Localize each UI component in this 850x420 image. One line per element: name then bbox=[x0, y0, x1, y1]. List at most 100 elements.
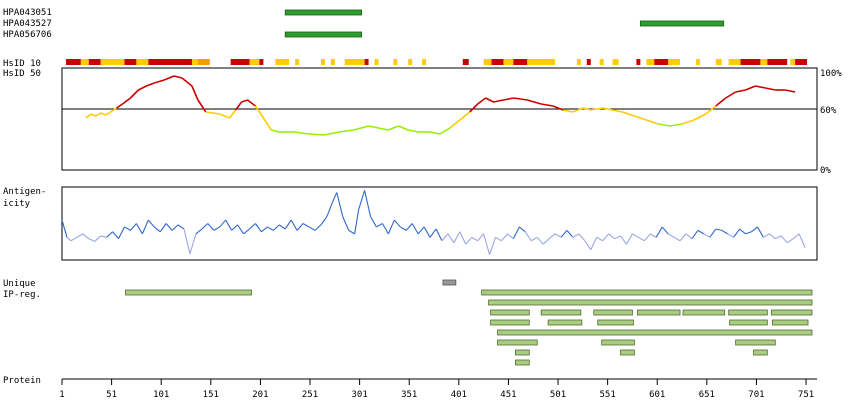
antibody-label: HPA043051 bbox=[3, 8, 52, 18]
antigenicity-segment bbox=[290, 219, 298, 231]
antigenicity-segment bbox=[661, 226, 669, 235]
hsid50-segment bbox=[469, 103, 479, 113]
hsid10-segment bbox=[599, 59, 604, 65]
antigenicity-segment bbox=[177, 224, 185, 230]
hsid10-segment bbox=[364, 59, 369, 65]
antigenicity-segment bbox=[183, 228, 191, 254]
antigenicity-segment bbox=[130, 223, 137, 231]
hsid50-segment bbox=[755, 85, 766, 89]
antigenicity-segment bbox=[381, 223, 389, 235]
hsid10-segment bbox=[695, 59, 700, 65]
hsid50-segment bbox=[163, 75, 175, 81]
antibody-label: HPA056706 bbox=[3, 30, 52, 40]
ip-region-bar bbox=[514, 349, 530, 356]
hsid10-segment bbox=[767, 59, 788, 65]
antigenicity-segment bbox=[483, 233, 491, 255]
antigenicity-segment bbox=[524, 231, 532, 242]
antigenicity-segment bbox=[792, 233, 800, 240]
identity-tick-label: 60% bbox=[820, 106, 837, 116]
hsid50-segment bbox=[477, 97, 487, 105]
hsid50-segment bbox=[765, 87, 776, 91]
protein-axis-label: Protein bbox=[3, 376, 41, 386]
hsid10-segment bbox=[728, 59, 741, 65]
hsid50-segment bbox=[485, 97, 494, 103]
antigenicity-segment bbox=[501, 233, 508, 242]
hsid50-segment bbox=[622, 111, 635, 117]
antigenicity-segment bbox=[733, 228, 741, 238]
antigenicity-segment bbox=[358, 190, 366, 210]
hsid50-segment bbox=[725, 91, 737, 99]
antigenicity-segment bbox=[201, 223, 209, 230]
ip-region-bar bbox=[481, 289, 813, 296]
hsid50-segment bbox=[294, 131, 310, 135]
hsid50-segment bbox=[271, 129, 280, 133]
hsid10-segment bbox=[65, 59, 81, 65]
hsid10-segment bbox=[100, 59, 125, 65]
hsid50-segment bbox=[90, 113, 97, 117]
antigenicity-label-line2: icity bbox=[3, 199, 31, 209]
hsid10-track bbox=[65, 59, 808, 65]
antigenicity-segment bbox=[118, 226, 125, 239]
antigenicity-segment bbox=[364, 190, 372, 217]
antigenicity-segment bbox=[673, 236, 681, 242]
antigenicity-segment bbox=[471, 236, 478, 242]
unique-region-bar bbox=[442, 279, 457, 286]
ip-region-bar bbox=[771, 319, 809, 326]
hsid50-segment bbox=[173, 75, 183, 79]
antigenicity-segment bbox=[284, 219, 292, 230]
antigenicity-segment bbox=[243, 228, 250, 235]
hsid50-segment bbox=[122, 97, 131, 105]
antigenicity-segment bbox=[88, 238, 95, 242]
axis-tick-label: 401 bbox=[451, 390, 467, 400]
antigenicity-segment bbox=[400, 226, 407, 231]
antigenicity-segment bbox=[342, 216, 350, 231]
antigenicity-segment bbox=[572, 233, 580, 238]
hsid10-segment bbox=[124, 59, 137, 65]
hsid50-segment bbox=[154, 79, 165, 84]
axis-tick-label: 1 bbox=[59, 390, 64, 400]
hsid50-frame bbox=[61, 67, 818, 171]
hsid50-segment bbox=[378, 127, 389, 131]
antigenicity-segment bbox=[267, 226, 274, 231]
hsid50-segment bbox=[247, 99, 256, 107]
hsid10-segment bbox=[654, 59, 669, 65]
ip-region-bar bbox=[490, 309, 530, 316]
hsid50-segment bbox=[408, 129, 419, 133]
hsid50-segment bbox=[429, 131, 441, 135]
hsid50-segment bbox=[646, 119, 659, 125]
ip-region-bar bbox=[497, 329, 813, 336]
antigenicity-segment bbox=[320, 216, 328, 226]
hsid10-segment bbox=[491, 59, 504, 65]
antigenicity-segment bbox=[530, 236, 538, 242]
axis-tick-label: 701 bbox=[748, 390, 764, 400]
hsid10-segment bbox=[374, 59, 379, 65]
antigenicity-segment bbox=[691, 230, 699, 240]
antigenicity-segment bbox=[775, 235, 782, 240]
antigenicity-segment bbox=[655, 226, 663, 238]
hsid50-segment bbox=[634, 115, 647, 121]
hsid10-segment bbox=[393, 59, 398, 65]
unique-region-bars bbox=[125, 279, 813, 366]
antigenicity-segment bbox=[112, 231, 119, 240]
hsid50-segment bbox=[146, 82, 155, 87]
hsid50-segment bbox=[670, 123, 683, 127]
antigenicity-segment bbox=[106, 231, 113, 238]
unique-label-line2: IP-reg. bbox=[3, 290, 41, 300]
hsid50-segment bbox=[681, 119, 695, 125]
hsid10-segment bbox=[668, 59, 681, 65]
hsid50-segment bbox=[129, 89, 139, 99]
antigenicity-segment bbox=[100, 235, 107, 238]
hsid10-segment bbox=[740, 59, 761, 65]
antigenicity-segment bbox=[411, 223, 419, 235]
antigenicity-segment bbox=[82, 233, 90, 240]
ip-region-bar bbox=[620, 349, 635, 356]
antigenicity-segment bbox=[354, 209, 360, 234]
antigenicity-segment bbox=[590, 237, 598, 250]
antigenicity-segment bbox=[768, 233, 776, 240]
antigenicity-segment bbox=[650, 233, 657, 238]
antigenicity-segment bbox=[153, 226, 161, 233]
antigenicity-label-line1: Antigen- bbox=[3, 187, 46, 197]
axis-tick-label: 201 bbox=[252, 390, 268, 400]
antigenicity-segment bbox=[376, 223, 383, 228]
hsid50-segment bbox=[353, 125, 369, 131]
